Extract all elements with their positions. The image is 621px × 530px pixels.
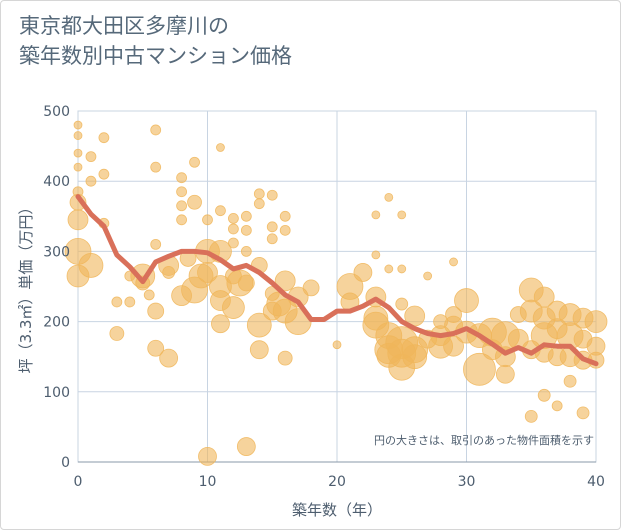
bubble-point — [336, 273, 364, 300]
bubble-point — [98, 132, 110, 144]
bubble-point — [227, 213, 239, 224]
bubble-point — [524, 409, 538, 423]
bubble-point — [147, 339, 165, 357]
bubble-point — [371, 210, 381, 220]
bubble-point — [221, 296, 245, 319]
bubble-point — [98, 168, 110, 180]
x-axis-label: 築年数（年） — [292, 501, 382, 519]
bubble-point — [423, 271, 433, 281]
axis-ticks: 0 100 200 300 400 500 0 10 20 30 40 — [43, 104, 605, 490]
bubble-point — [73, 131, 83, 140]
bubble-point — [240, 224, 252, 236]
bubble-point — [150, 161, 162, 173]
bubble-point — [147, 302, 165, 320]
bubble-point — [73, 148, 83, 158]
bubble-point — [85, 175, 97, 187]
bubble-point — [302, 279, 320, 297]
bubble-point — [227, 223, 239, 235]
bubble-point — [246, 312, 272, 338]
bubble-point — [150, 124, 162, 136]
bubble-point — [576, 406, 590, 420]
bubble-point — [277, 350, 293, 366]
bubble-point — [563, 374, 577, 388]
bubble-point — [198, 446, 217, 466]
bubble-point — [215, 205, 226, 217]
bubble-point — [111, 296, 123, 308]
x-tick-label: 10 — [199, 474, 217, 490]
average-price-line — [75, 194, 599, 367]
bubble-point — [253, 188, 265, 200]
bubble-point — [150, 238, 162, 250]
bubble-point — [78, 253, 104, 278]
bubble-point — [67, 209, 89, 231]
bubble-point — [449, 257, 458, 267]
bubble-point — [240, 245, 252, 257]
bubble-point — [176, 214, 188, 226]
y-tick-label: 400 — [43, 174, 70, 190]
bubble-point — [274, 270, 296, 292]
y-tick-label: 500 — [43, 104, 70, 120]
bubble-point — [202, 214, 213, 226]
bubble-point — [279, 224, 291, 236]
bubble-point — [216, 143, 225, 152]
bubble-point — [551, 400, 563, 412]
bubble-point — [237, 274, 255, 292]
bubble-series — [64, 120, 608, 466]
bubble-point — [454, 288, 479, 313]
bubble-point — [176, 186, 188, 198]
x-tick-label: 20 — [328, 474, 346, 490]
bubble-point — [162, 266, 176, 279]
bubble-point — [253, 198, 265, 210]
bubble-point — [584, 310, 608, 334]
bubble-point — [124, 296, 136, 308]
bubble-point — [73, 162, 83, 172]
bubble-point — [384, 192, 394, 202]
bubble-point — [537, 388, 551, 402]
bubble-point — [384, 264, 394, 274]
x-tick-label: 40 — [587, 474, 605, 490]
bubble-point — [266, 233, 278, 245]
bubble-point — [266, 221, 278, 233]
bubble-point — [227, 237, 239, 249]
bubble-point — [402, 344, 428, 370]
bubble-point — [332, 340, 342, 350]
bubble-point — [143, 289, 155, 301]
y-tick-label: 300 — [43, 244, 70, 260]
bubble-point — [236, 437, 256, 456]
bubble-point — [495, 364, 515, 384]
y-tick-label: 200 — [43, 315, 70, 331]
bubble-point — [189, 156, 200, 168]
bubble-point — [395, 297, 409, 311]
bubble-point — [443, 335, 464, 357]
bubble-point — [187, 194, 202, 210]
bubble-point — [397, 264, 407, 274]
chart-title-line-1: 東京都大田区多摩川の — [19, 14, 229, 38]
y-axis-label: 坪（3.3㎡）単価（万円） — [17, 200, 35, 374]
bubble-point — [159, 348, 179, 368]
y-tick-label: 100 — [43, 385, 70, 401]
chart-title-line-2: 築年数別中古マンション価格 — [19, 44, 292, 68]
bubble-point — [85, 151, 97, 163]
bubble-point — [211, 314, 230, 334]
bubble-point — [279, 210, 291, 222]
bubble-point — [197, 262, 218, 283]
bubble-point — [463, 352, 496, 386]
x-tick-label: 0 — [74, 474, 83, 490]
bubble-point — [240, 210, 252, 222]
bubble-point — [266, 189, 278, 201]
bubble-point — [176, 200, 188, 212]
bubble-point — [397, 210, 407, 220]
x-tick-label: 30 — [458, 474, 476, 490]
bubble-point — [371, 250, 381, 260]
bubble-point — [73, 120, 83, 130]
bubble-size-note: 円の大きさは、取引のあった物件面積を示す — [374, 433, 594, 447]
bubble-point — [109, 326, 125, 341]
bubble-point — [249, 340, 269, 360]
chart-title: 東京都大田区多摩川の 築年数別中古マンション価格 — [19, 11, 379, 71]
y-tick-label: 0 — [61, 455, 70, 471]
bubble-point — [353, 263, 373, 282]
bubble-point — [176, 172, 188, 184]
